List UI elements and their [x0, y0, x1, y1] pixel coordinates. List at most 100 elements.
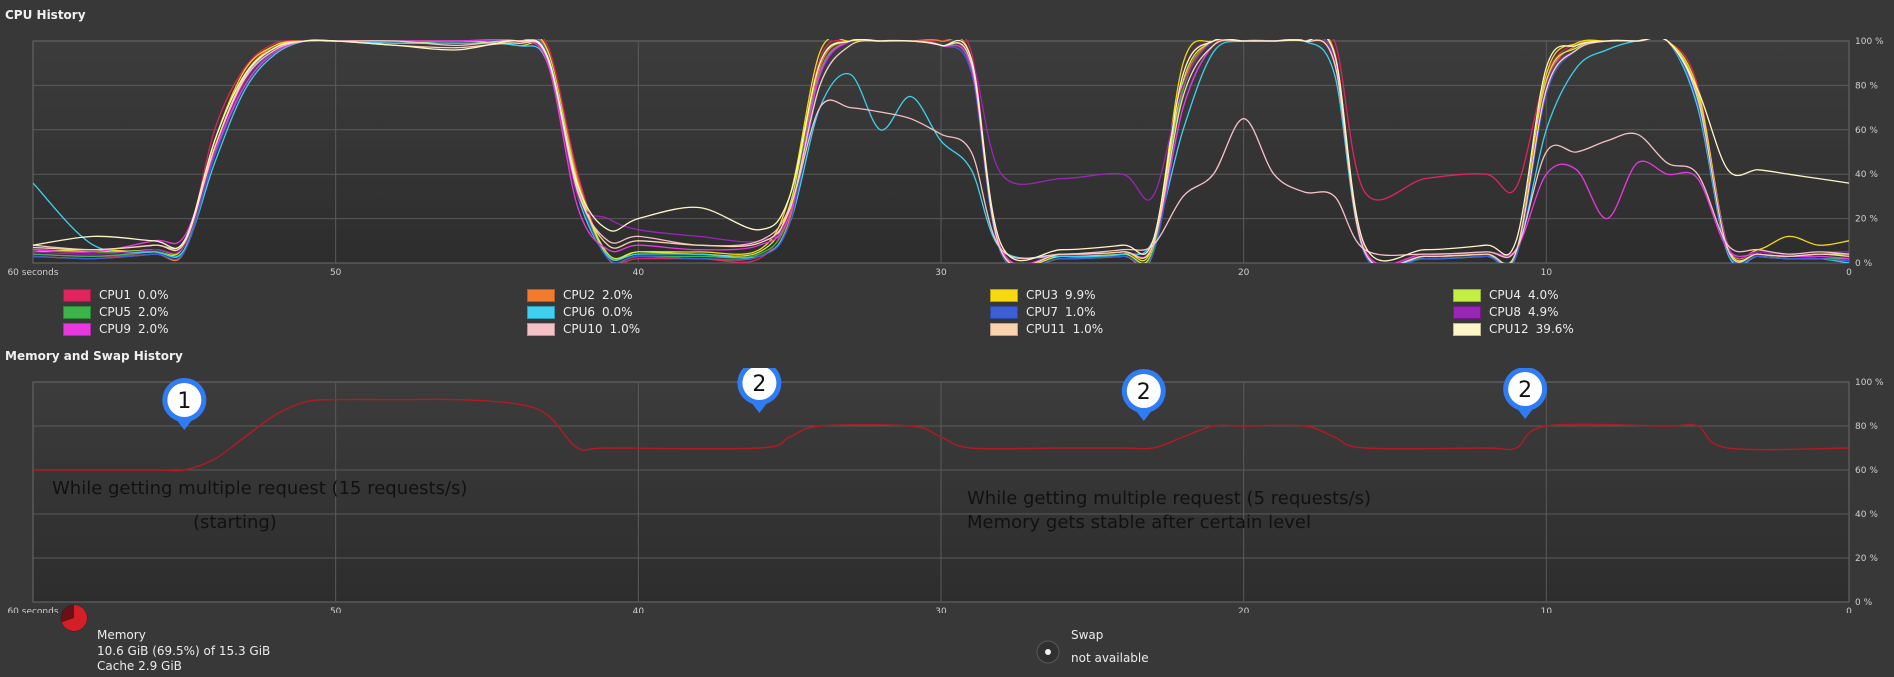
cpu-color-swatch[interactable]	[527, 305, 555, 319]
cpu-legend-item-cpu8[interactable]: CPU8 4.9%	[1453, 305, 1559, 319]
cpu-color-swatch[interactable]	[990, 305, 1018, 319]
mem-xtick-label: 10	[1541, 607, 1553, 613]
cpu-legend-value: 4.0%	[1528, 288, 1559, 302]
cpu-color-swatch[interactable]	[990, 288, 1018, 302]
cpu-color-swatch[interactable]	[527, 288, 555, 302]
location-marker-pin: 2	[1503, 368, 1548, 419]
cpu-legend-name: CPU10	[563, 322, 603, 336]
cpu-legend-name: CPU1	[99, 288, 132, 302]
cpu-color-swatch[interactable]	[63, 288, 91, 302]
cpu-ytick-label: 100 %	[1855, 37, 1884, 47]
location-marker-label: 2	[1518, 378, 1532, 403]
mem-xtick-label: 30	[935, 607, 947, 613]
location-marker-pin: 2	[1121, 369, 1166, 421]
cpu-color-swatch[interactable]	[990, 322, 1018, 336]
cpu-color-swatch[interactable]	[63, 305, 91, 319]
cpu-legend-name: CPU3	[1026, 288, 1059, 302]
cpu-legend-value: 0.0%	[602, 305, 633, 319]
swap-status: not available	[1071, 651, 1149, 665]
cpu-legend-item-cpu7[interactable]: CPU7 1.0%	[990, 305, 1096, 319]
cpu-legend-value: 39.6%	[1535, 322, 1574, 336]
cpu-legend-name: CPU11	[1026, 322, 1066, 336]
cpu-series-line-cpu12	[33, 39, 1849, 262]
memory-pie-icon	[59, 603, 89, 633]
location-marker-label: 1	[177, 389, 191, 414]
memory-history-title: Memory and Swap History	[5, 349, 183, 363]
cpu-xtick-label: 40	[633, 268, 645, 278]
cpu-legend-item-cpu5[interactable]: CPU5 2.0%	[63, 305, 169, 319]
cpu-color-swatch[interactable]	[1453, 322, 1481, 336]
mem-ytick-label: 40 %	[1855, 510, 1878, 520]
cpu-ytick-label: 60 %	[1855, 126, 1878, 136]
memory-label: Memory	[97, 628, 146, 642]
memory-annotation: Memory gets stable after certain level	[967, 512, 1311, 533]
cpu-legend-value: 9.9%	[1065, 288, 1096, 302]
mem-xtick-label: 40	[633, 607, 645, 613]
cpu-color-swatch[interactable]	[1453, 288, 1481, 302]
location-marker-pin: 1	[162, 378, 207, 430]
memory-cache: Cache 2.9 GiB	[97, 659, 182, 673]
cpu-legend-item-cpu3[interactable]: CPU3 9.9%	[990, 288, 1096, 302]
cpu-legend: CPU1 0.0% CPU2 2.0% CPU3 9.9% CPU4 4.0% CPU5 2.0%…	[0, 286, 1894, 340]
cpu-history-chart: 60 seconds 50 40 30 20 10 0 100 % 80 % 60 % 40 % 20…	[7, 37, 1884, 278]
cpu-xtick-label: 60 seconds	[7, 268, 58, 278]
mem-ytick-label: 0 %	[1855, 598, 1873, 608]
mem-ytick-label: 20 %	[1855, 554, 1878, 564]
cpu-history-title: CPU History	[5, 8, 86, 22]
cpu-legend-item-cpu1[interactable]: CPU1 0.0%	[63, 288, 169, 302]
cpu-legend-item-cpu11[interactable]: CPU11 1.0%	[990, 322, 1103, 336]
cpu-xtick-label: 50	[330, 268, 342, 278]
mem-xtick-label: 50	[330, 607, 342, 613]
memory-usage: 10.6 GiB (69.5%) of 15.3 GiB	[97, 644, 271, 658]
mem-ytick-label: 80 %	[1855, 422, 1878, 432]
cpu-legend-value: 2.0%	[602, 288, 633, 302]
cpu-legend-name: CPU6	[563, 305, 596, 319]
cpu-ytick-label: 0 %	[1855, 259, 1873, 269]
cpu-legend-name: CPU8	[1489, 305, 1522, 319]
cpu-legend-value: 0.0%	[138, 288, 169, 302]
cpu-legend-item-cpu2[interactable]: CPU2 2.0%	[527, 288, 633, 302]
cpu-legend-name: CPU7	[1026, 305, 1059, 319]
cpu-color-swatch[interactable]	[1453, 305, 1481, 319]
cpu-legend-item-cpu6[interactable]: CPU6 0.0%	[527, 305, 633, 319]
mem-xtick-label: 60 seconds	[7, 607, 58, 613]
cpu-color-swatch[interactable]	[527, 322, 555, 336]
cpu-legend-item-cpu10[interactable]: CPU10 1.0%	[527, 322, 640, 336]
cpu-legend-item-cpu12[interactable]: CPU12 39.6%	[1453, 322, 1574, 336]
memory-annotation: While getting multiple request (5 reques…	[967, 488, 1371, 509]
mem-xtick-label: 20	[1238, 607, 1250, 613]
cpu-legend-value: 2.0%	[138, 305, 169, 319]
location-marker-label: 2	[752, 372, 766, 397]
memory-annotation: While getting multiple request (15 reque…	[52, 478, 467, 499]
swap-pie-icon	[1036, 640, 1060, 664]
cpu-legend-name: CPU4	[1489, 288, 1522, 302]
memory-pie-slice	[61, 605, 88, 631]
cpu-legend-name: CPU2	[563, 288, 596, 302]
cpu-xtick-label: 30	[935, 268, 947, 278]
cpu-xtick-label: 20	[1238, 268, 1250, 278]
cpu-xtick-label: 10	[1541, 268, 1553, 278]
cpu-legend-item-cpu4[interactable]: CPU4 4.0%	[1453, 288, 1559, 302]
cpu-legend-name: CPU9	[99, 322, 132, 336]
mem-ytick-label: 100 %	[1855, 378, 1884, 388]
cpu-legend-value: 4.9%	[1528, 305, 1559, 319]
cpu-legend-item-cpu9[interactable]: CPU9 2.0%	[63, 322, 169, 336]
cpu-legend-value: 1.0%	[609, 322, 641, 336]
location-marker-label: 2	[1137, 380, 1151, 405]
cpu-legend-value: 1.0%	[1072, 322, 1104, 336]
cpu-xtick-label: 0	[1846, 268, 1852, 278]
memory-annotation: (starting)	[193, 512, 277, 533]
mem-xtick-label: 0	[1846, 607, 1852, 613]
memory-series-line	[33, 398, 1850, 472]
cpu-legend-value: 1.0%	[1065, 305, 1096, 319]
swap-label: Swap	[1071, 628, 1104, 642]
cpu-legend-name: CPU5	[99, 305, 132, 319]
cpu-color-swatch[interactable]	[63, 322, 91, 336]
cpu-ytick-label: 20 %	[1855, 215, 1878, 225]
location-marker-pin: 2	[737, 368, 782, 413]
cpu-ytick-label: 40 %	[1855, 170, 1878, 180]
cpu-ytick-label: 80 %	[1855, 81, 1878, 91]
mem-ytick-label: 60 %	[1855, 466, 1878, 476]
cpu-legend-value: 2.0%	[138, 322, 169, 336]
